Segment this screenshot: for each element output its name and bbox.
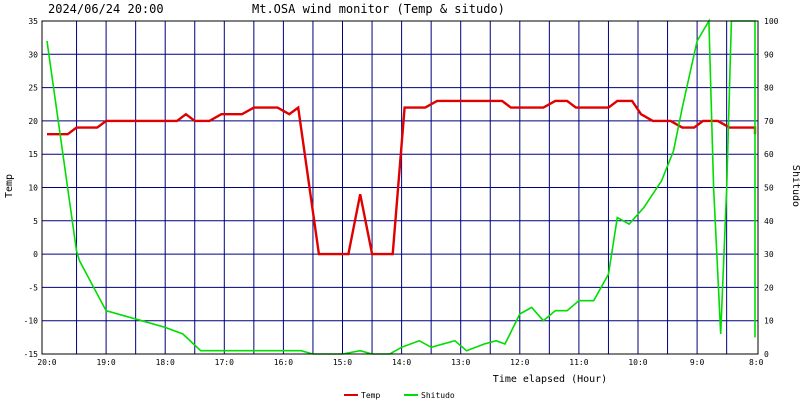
series-line-shitudo (46, 18, 756, 355)
x-tick-label: 19:0 (96, 358, 115, 367)
y-left-tick-labels: 35 30 25 20 15 10 5 0 -5 -10 -15 (24, 17, 39, 359)
y-left-tick-label: 35 (28, 17, 38, 26)
series-line-temp (47, 99, 757, 256)
y-left-axis-label: Temp (4, 174, 15, 198)
y-right-tick-label: 30 (764, 250, 774, 259)
y-left-tick-label: -15 (24, 350, 39, 359)
y-right-tick-label: 80 (764, 84, 774, 93)
x-tick-label: 17:0 (215, 358, 234, 367)
y-right-tick-label: 90 (764, 50, 774, 59)
legend-label-temp: Temp (361, 391, 380, 400)
timestamp-label: 2024/06/24 20:00 (48, 2, 164, 16)
y-right-tick-label: 100 (764, 17, 779, 26)
x-tick-label: 14:0 (392, 358, 411, 367)
chart-title: Mt.OSA wind monitor (Temp & situdo) (252, 2, 505, 16)
y-right-tick-label: 0 (764, 350, 769, 359)
y-right-tick-label: 40 (764, 217, 774, 226)
x-tick-label: 15:0 (333, 358, 352, 367)
y-left-tick-label: -5 (28, 283, 38, 292)
y-left-tick-label: 25 (28, 84, 38, 93)
grid (42, 21, 758, 354)
y-left-tick-label: -10 (24, 317, 39, 326)
y-right-tick-label: 50 (764, 184, 774, 193)
y-left-tick-label: 30 (28, 50, 38, 59)
y-left-tick-label: 10 (28, 184, 38, 193)
x-tick-label: 18:0 (156, 358, 175, 367)
series-lines (46, 18, 757, 355)
x-tick-label: 11:0 (569, 358, 588, 367)
x-tick-label: 12:0 (510, 358, 529, 367)
plot-frame (41, 20, 759, 355)
y-right-tick-label: 10 (764, 317, 774, 326)
legend: Temp Shitudo (344, 391, 455, 400)
y-right-tick-label: 70 (764, 117, 774, 126)
x-tick-label: 9:0 (690, 358, 705, 367)
x-axis-label: Time elapsed (Hour) (493, 374, 607, 385)
y-right-axis-label: Shitudo (790, 165, 800, 207)
y-right-tick-label: 60 (764, 150, 774, 159)
y-left-tick-label: 20 (28, 117, 38, 126)
y-left-tick-label: 15 (28, 150, 38, 159)
x-tick-labels: 20:0 19:0 18:0 17:0 16:0 15:0 14:0 13:0 12:0 11:0… (37, 358, 763, 367)
x-tick-label: 20:0 (37, 358, 56, 367)
y-left-tick-label: 0 (33, 250, 38, 259)
y-right-tick-label: 20 (764, 283, 774, 292)
legend-label-shitudo: Shitudo (421, 391, 455, 400)
x-tick-label: 10:0 (628, 358, 647, 367)
y-left-tick-label: 5 (33, 217, 38, 226)
x-tick-label: 16:0 (274, 358, 293, 367)
x-tick-label: 8:0 (749, 358, 764, 367)
x-tick-label: 13:0 (451, 358, 470, 367)
